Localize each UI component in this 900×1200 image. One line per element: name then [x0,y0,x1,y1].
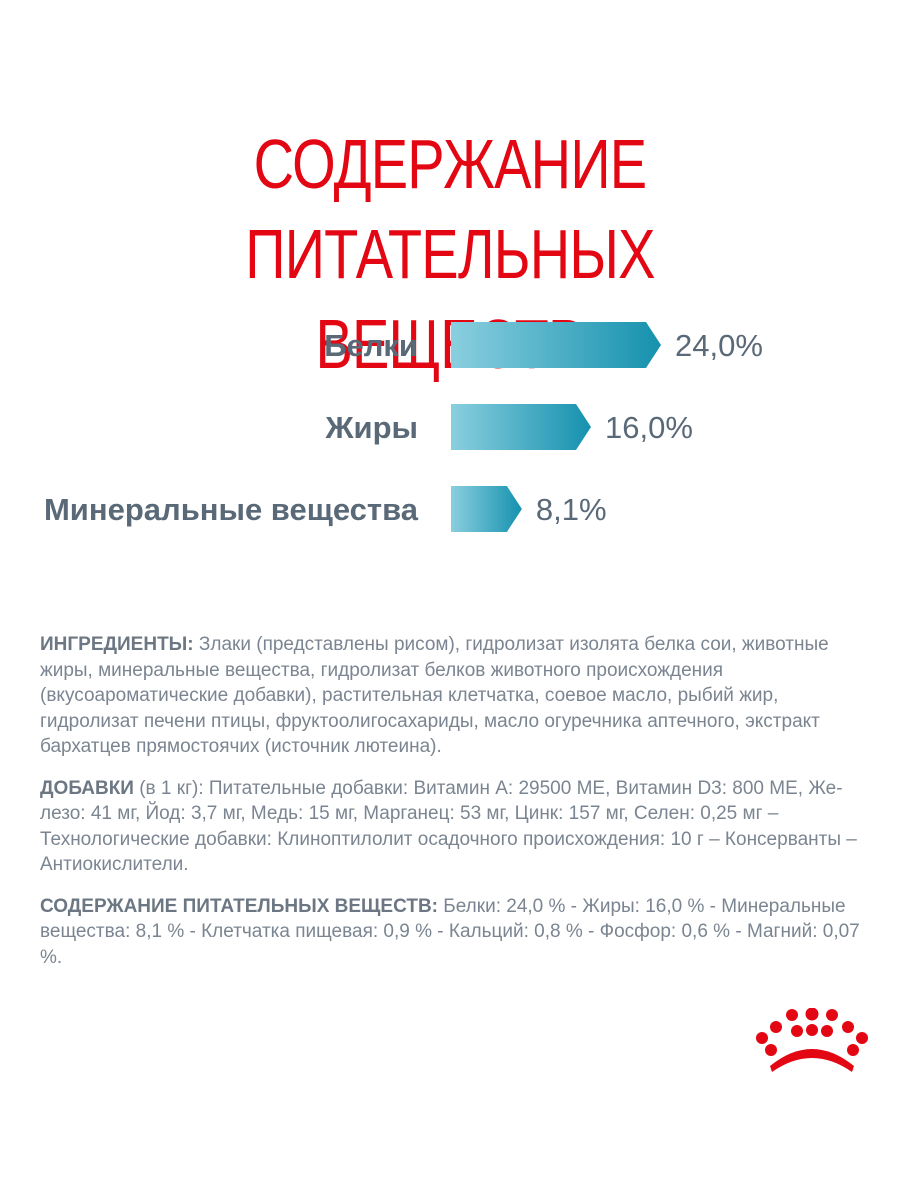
additives-text: (в 1 кг): Питательные добавки: Витамин A… [40,777,857,876]
category-label: Белки [324,328,418,363]
nutrients-text: Белки: 24,0 % - Жиры: 16,0 % - Минеральн… [40,895,860,968]
bar [451,404,591,450]
composition-text: ИНГРЕДИЕНТЫ: Злаки (представлены рисом),… [40,632,860,986]
additives-label: ДОБАВКИ [40,777,134,799]
value-label: 16,0% [605,410,693,445]
category-label: Минеральные вещества [44,492,419,527]
nutrients-label: СОДЕРЖАНИЕ ПИТАТЕЛЬНЫХ ВЕЩЕСТВ: [40,895,438,917]
bar [451,322,661,368]
nutrients-paragraph: СОДЕРЖАНИЕ ПИТАТЕЛЬНЫХ ВЕЩЕСТВ: Белки: 2… [40,894,860,971]
category-label: Жиры [325,410,419,445]
ingredients-label: ИНГРЕДИЕНТЫ: [40,634,194,655]
bar [451,486,522,532]
title-line-1: СОДЕРЖАНИЕ ПИТАТЕЛЬНЫХ [245,124,655,293]
crown-icon [756,1008,868,1072]
value-label: 24,0% [675,328,763,363]
nutrient-bar-chart: Белки 24,0% Жиры 16,0% Минеральные вещества 8… [44,322,763,532]
additives-paragraph: ДОБАВКИ (в 1 кг): Питательные добавки: В… [40,776,860,878]
ingredients-text: Злаки (представлены рисом), гидролизат и… [40,634,829,757]
ingredients-paragraph: ИНГРЕДИЕНТЫ: Злаки (представлены рисом),… [40,632,860,760]
value-label: 8,1% [536,492,607,527]
